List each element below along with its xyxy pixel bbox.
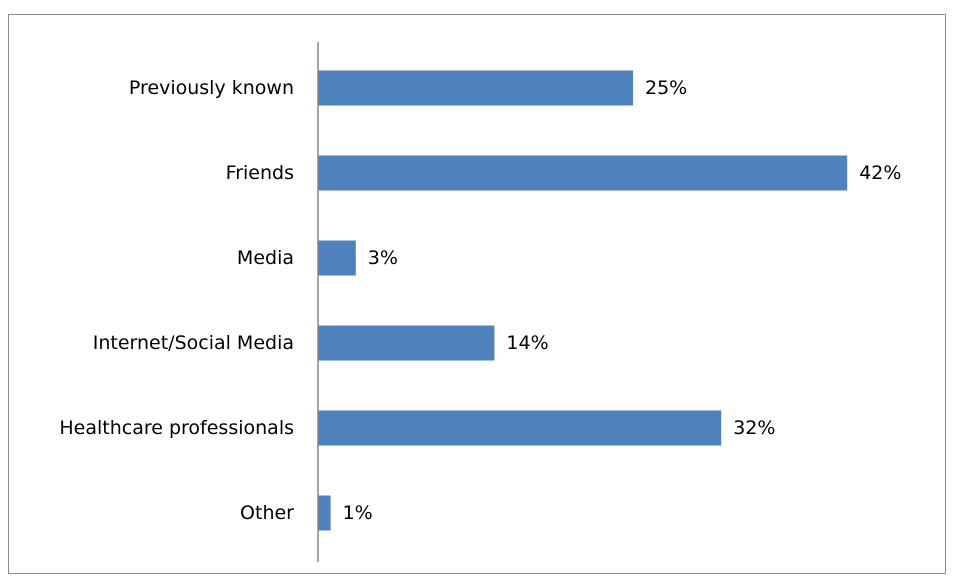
category-label-media: Media bbox=[237, 247, 294, 269]
bar-friends bbox=[318, 155, 848, 191]
value-label-internet-social-media: 14% bbox=[506, 332, 548, 354]
value-label-healthcare-professionals: 32% bbox=[733, 417, 775, 439]
chart-frame bbox=[8, 14, 946, 574]
bars-layer bbox=[318, 70, 848, 531]
value-label-other: 1% bbox=[343, 502, 373, 524]
value-label-friends: 42% bbox=[859, 162, 901, 184]
bar-internet-social-media bbox=[318, 325, 495, 361]
bar-previously-known bbox=[318, 70, 633, 106]
category-label-healthcare-professionals: Healthcare professionals bbox=[59, 417, 294, 439]
category-label-internet-social-media: Internet/Social Media bbox=[93, 332, 294, 354]
category-label-other: Other bbox=[240, 502, 294, 524]
bar-healthcare-professionals bbox=[318, 410, 722, 446]
value-label-media: 3% bbox=[368, 247, 398, 269]
bar-other bbox=[318, 495, 331, 531]
category-label-friends: Friends bbox=[226, 162, 294, 184]
labels-layer: Previously known 25% Friends 42% Media 3% Inte… bbox=[59, 77, 901, 524]
category-label-previously-known: Previously known bbox=[129, 77, 294, 99]
bar-media bbox=[318, 240, 356, 276]
value-label-previously-known: 25% bbox=[645, 77, 687, 99]
